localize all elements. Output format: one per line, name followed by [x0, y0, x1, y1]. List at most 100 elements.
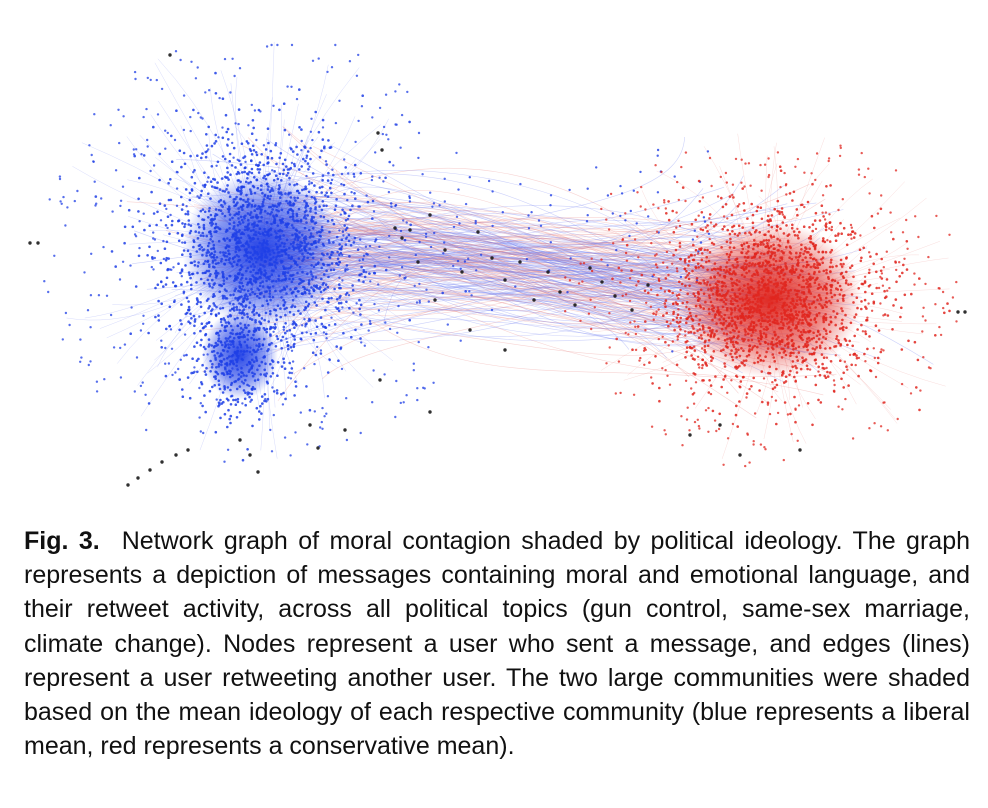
user-node	[922, 356, 925, 359]
user-node	[274, 143, 277, 147]
user-node	[731, 340, 735, 344]
user-node	[756, 306, 759, 309]
user-node	[527, 227, 531, 230]
user-node	[263, 265, 266, 268]
user-node	[780, 271, 783, 275]
user-node	[850, 293, 854, 296]
user-node	[196, 66, 199, 69]
user-node	[766, 214, 770, 218]
user-node	[749, 233, 753, 236]
user-node	[402, 401, 405, 404]
user-node	[697, 281, 701, 285]
user-node	[289, 454, 292, 457]
user-node	[225, 339, 229, 343]
user-node	[808, 247, 811, 250]
user-node	[110, 250, 114, 253]
user-node	[851, 230, 854, 233]
user-node	[137, 254, 141, 258]
user-node	[123, 343, 127, 346]
user-node	[697, 322, 701, 326]
user-node	[755, 310, 759, 314]
user-node	[725, 342, 729, 345]
user-node	[725, 308, 729, 312]
user-node	[319, 352, 323, 355]
user-node	[381, 132, 384, 136]
user-node	[796, 259, 800, 262]
user-node	[693, 229, 696, 232]
user-node	[788, 192, 792, 195]
user-node	[833, 390, 836, 393]
user-node	[359, 431, 362, 435]
user-node	[760, 296, 764, 300]
user-node	[840, 265, 844, 268]
user-node	[217, 312, 221, 315]
user-node	[228, 238, 232, 242]
user-node	[281, 162, 285, 166]
user-node	[761, 241, 764, 244]
user-node	[342, 234, 345, 237]
user-node	[794, 420, 797, 424]
user-node	[773, 319, 777, 322]
user-node	[763, 446, 766, 449]
user-node	[330, 253, 333, 256]
user-node	[620, 192, 624, 195]
user-node	[293, 394, 296, 397]
user-node	[214, 262, 218, 266]
user-node	[310, 286, 313, 289]
user-node	[240, 142, 244, 145]
user-node	[772, 235, 776, 238]
user-node	[730, 281, 734, 285]
user-node	[201, 253, 204, 257]
user-node	[327, 171, 330, 175]
retweet-edge	[276, 188, 701, 311]
user-node	[205, 133, 208, 136]
user-node	[770, 315, 774, 318]
user-node	[214, 208, 218, 211]
user-node	[537, 219, 541, 222]
user-node	[684, 261, 687, 264]
user-node	[757, 319, 760, 323]
user-node	[252, 308, 256, 311]
user-node	[59, 200, 62, 203]
user-node	[334, 306, 338, 309]
user-node	[100, 197, 103, 200]
user-node	[224, 337, 228, 340]
user-node	[854, 313, 858, 316]
user-node	[634, 332, 638, 336]
user-node	[255, 357, 258, 360]
user-node	[759, 358, 763, 362]
user-node	[258, 344, 261, 348]
user-node	[43, 280, 46, 283]
user-node	[745, 294, 748, 297]
user-node	[248, 395, 251, 399]
user-node	[302, 258, 305, 261]
user-node	[755, 209, 759, 213]
user-node	[706, 230, 709, 233]
user-node	[608, 312, 611, 315]
user-node	[303, 367, 306, 370]
user-node	[796, 213, 799, 217]
user-node	[164, 283, 168, 286]
user-node	[255, 216, 259, 220]
user-node	[229, 388, 232, 392]
user-node	[763, 233, 766, 237]
user-node	[314, 353, 318, 357]
user-node	[879, 269, 883, 273]
user-node	[188, 308, 191, 311]
user-node	[883, 296, 887, 300]
user-node	[213, 142, 216, 145]
user-node	[243, 323, 247, 327]
user-node	[760, 277, 763, 280]
user-node	[773, 386, 777, 389]
user-node	[256, 224, 259, 227]
user-node	[332, 173, 335, 177]
user-node	[722, 318, 726, 321]
user-node	[720, 196, 723, 200]
user-node	[730, 324, 734, 328]
user-node	[692, 327, 695, 330]
user-node	[733, 232, 737, 236]
user-node	[877, 286, 881, 290]
user-node	[262, 356, 265, 359]
user-node	[845, 243, 849, 247]
user-node	[803, 315, 807, 319]
